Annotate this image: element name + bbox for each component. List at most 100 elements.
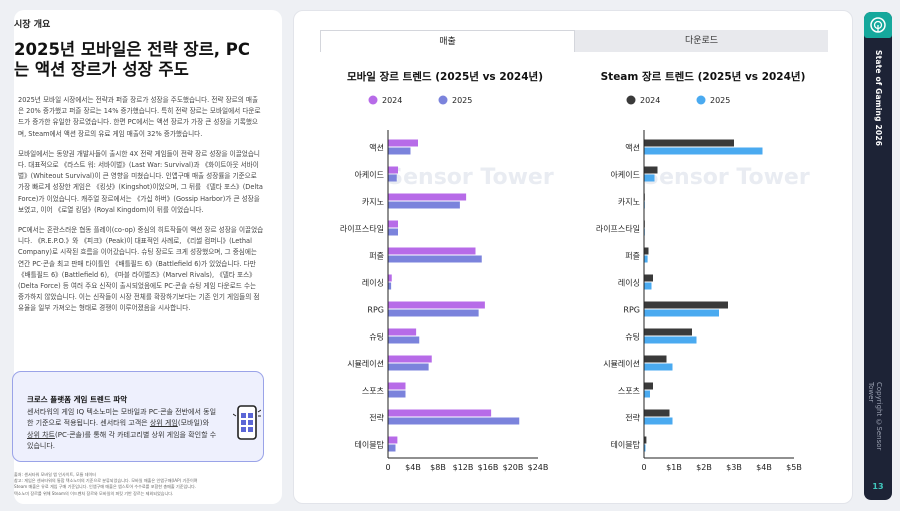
callout-title: 크로스 플랫폼 게임 트렌드 파악 bbox=[27, 395, 128, 404]
bar-2025-카지노 bbox=[388, 201, 460, 209]
bar-2025-레이싱 bbox=[644, 282, 652, 290]
sidebar-copyright: Copyright ©Sensor Tower bbox=[867, 382, 883, 451]
mobile-genre-chart: 모바일 장르 트렌드 (2025년 vs 2024년) 2024 2025 Senso… bbox=[340, 70, 554, 472]
tab-downloads[interactable]: 다운로드 bbox=[575, 30, 828, 52]
bar-2024-테이블탑 bbox=[644, 436, 647, 444]
bar-2025-스포츠 bbox=[644, 390, 650, 398]
bar-2025-액션 bbox=[388, 147, 411, 155]
bar-2025-RPG bbox=[388, 309, 479, 317]
bar-2024-시뮬레이션 bbox=[644, 355, 667, 363]
sidebar-title: State of Gaming 2026 bbox=[874, 50, 883, 147]
top-games-link[interactable]: 상위 게임 bbox=[149, 419, 178, 428]
bar-2024-전략 bbox=[388, 409, 492, 417]
body-text: 2025년 모바일 시장에서는 전략과 퍼즐 장르가 성장을 주도했습니다. 전… bbox=[18, 95, 264, 324]
category-label: 슈팅 bbox=[625, 332, 640, 342]
footnote: 참고: 게임은 센서타워의 통합 텍소노미의 기준으로 분류되었습니다. 모바일… bbox=[14, 478, 198, 484]
top-charts-link[interactable]: 상위 차트 bbox=[27, 430, 55, 439]
category-label: 카지노 bbox=[618, 198, 640, 207]
bar-2025-슈팅 bbox=[388, 336, 420, 344]
category-label: 시뮬레이션 bbox=[347, 359, 384, 369]
category-label: 전략 bbox=[369, 413, 384, 423]
category-label: 시뮬레이션 bbox=[603, 359, 640, 369]
legend-marker-2024 bbox=[368, 95, 378, 105]
bar-2025-아케이드 bbox=[388, 174, 397, 182]
bar-2025-레이싱 bbox=[388, 282, 392, 290]
callout-body: 센서타워의 게임 IQ 텍소노미는 모바일과 PC·콘솔 전반에서 동일한 기준… bbox=[27, 407, 217, 452]
x-tick-label: $24B bbox=[528, 463, 549, 472]
paragraph: 2025년 모바일 시장에서는 전략과 퍼즐 장르가 성장을 주도했습니다. 전… bbox=[18, 96, 261, 138]
bar-2025-라이프스타일 bbox=[388, 228, 398, 236]
bar-2024-RPG bbox=[388, 301, 485, 309]
bar-2024-테이블탑 bbox=[388, 436, 398, 444]
category-label: 퍼즐 bbox=[369, 252, 384, 261]
bar-2025-RPG bbox=[644, 309, 719, 317]
section-label: 시장 개요 bbox=[14, 20, 51, 30]
bar-2024-카지노 bbox=[388, 193, 467, 201]
category-label: 레이싱 bbox=[362, 278, 384, 288]
bar-2024-슈팅 bbox=[644, 328, 692, 336]
bar-2025-퍼즐 bbox=[644, 255, 648, 263]
steam-genre-chart: Steam 장르 트렌드 (2025년 vs 2024년) 2024 2025 Sen… bbox=[596, 70, 810, 472]
category-label: 전략 bbox=[625, 413, 640, 423]
chart-title: Steam 장르 트렌드 (2025년 vs 2024년) bbox=[601, 70, 806, 83]
category-label: 라이프스타일 bbox=[596, 224, 640, 234]
category-label: 스포츠 bbox=[362, 387, 384, 396]
chart-panel bbox=[293, 10, 853, 504]
bar-2024-라이프스타일 bbox=[388, 220, 398, 228]
category-label: 스포츠 bbox=[618, 387, 640, 396]
sensor-tower-logo-icon bbox=[870, 17, 886, 33]
bar-2024-시뮬레이션 bbox=[388, 355, 432, 363]
bar-2025-전략 bbox=[388, 417, 520, 425]
footnote: 텍소노미 장르를 위해 Steam의 이드벤처 장르와 모바일의 퍼킷 기반 장… bbox=[14, 490, 174, 496]
x-tick-label: 0 bbox=[385, 463, 390, 472]
legend-label-2024: 2024 bbox=[382, 96, 402, 105]
legend-label-2024: 2024 bbox=[640, 96, 660, 105]
logo bbox=[864, 12, 892, 38]
callout-text: (모바일)와 bbox=[177, 419, 210, 428]
bar-2025-시뮬레이션 bbox=[388, 363, 429, 371]
bar-2024-퍼즐 bbox=[644, 247, 649, 255]
page-title: 2025년 모바일은 전략 장르, PC는 액션 장르가 성장 주도 bbox=[14, 40, 250, 79]
legend-marker-2024 bbox=[626, 95, 636, 105]
bar-2025-테이블탑 bbox=[388, 444, 396, 452]
bar-2024-아케이드 bbox=[388, 166, 398, 174]
tab-revenue[interactable]: 매출 bbox=[320, 30, 575, 52]
x-tick-label: $2B bbox=[696, 463, 712, 472]
legend-label-2025: 2025 bbox=[452, 96, 472, 105]
watermark: Sensor Tower bbox=[387, 165, 554, 190]
x-tick-label: $20B bbox=[503, 463, 524, 472]
x-tick-label: $12B bbox=[453, 463, 474, 472]
callout-text: 센서타워의 게임 IQ 텍소노미는 모바일과 PC·콘솔 전반에서 동일한 기준… bbox=[27, 408, 217, 428]
category-label: 카지노 bbox=[362, 198, 384, 207]
bar-2024-슈팅 bbox=[388, 328, 417, 336]
category-label: 액션 bbox=[625, 143, 640, 153]
bar-2025-테이블탑 bbox=[644, 444, 646, 452]
category-label: 슈팅 bbox=[369, 332, 384, 342]
x-tick-label: $4B bbox=[405, 463, 421, 472]
bar-2024-레이싱 bbox=[388, 274, 392, 282]
x-tick-label: $1B bbox=[666, 463, 682, 472]
x-tick-label: $8B bbox=[430, 463, 446, 472]
bar-2024-액션 bbox=[644, 139, 734, 147]
callout-text: (PC·콘솔)를 통해 각 카테고리별 상위 게임을 확인할 수 있습니다. bbox=[27, 430, 217, 450]
bar-2025-스포츠 bbox=[388, 390, 406, 398]
legend-label-2025: 2025 bbox=[710, 96, 730, 105]
x-tick-label: $4B bbox=[756, 463, 772, 472]
category-label: RPG bbox=[367, 306, 384, 315]
bar-2025-퍼즐 bbox=[388, 255, 482, 263]
chart-title: 모바일 장르 트렌드 (2025년 vs 2024년) bbox=[347, 70, 543, 83]
tab-bar: 매출 다운로드 bbox=[320, 30, 828, 52]
x-tick-label: 0 bbox=[641, 463, 646, 472]
bar-2025-액션 bbox=[644, 147, 763, 155]
page-number: 13 bbox=[872, 482, 884, 491]
x-tick-label: $16B bbox=[478, 463, 499, 472]
bar-2024-액션 bbox=[388, 139, 418, 147]
x-tick-label: $5B bbox=[786, 463, 802, 472]
category-label: 액션 bbox=[369, 143, 384, 153]
legend-marker-2025 bbox=[696, 95, 706, 105]
bar-2024-레이싱 bbox=[644, 274, 653, 282]
phone-icon bbox=[233, 405, 261, 440]
category-label: 테이블탑 bbox=[611, 440, 641, 450]
bar-2024-RPG bbox=[644, 301, 728, 309]
category-label: 테이블탑 bbox=[355, 440, 385, 450]
